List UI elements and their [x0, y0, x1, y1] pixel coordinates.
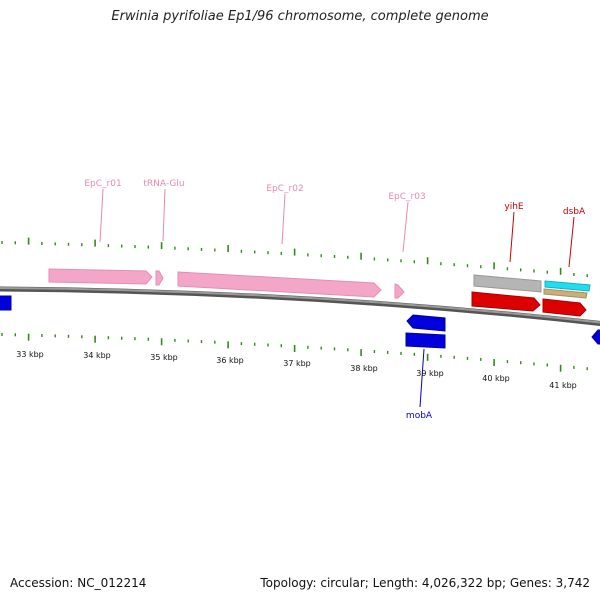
leader-line-epc-r01 — [99, 188, 104, 243]
gene-feature-right-edge-blue[interactable] — [591, 329, 600, 345]
gene-feature-moba[interactable] — [405, 332, 446, 349]
leader-line-trna-glu — [162, 188, 166, 242]
leader-line-epc-r03 — [402, 201, 409, 253]
scale-labels: 33 kbp 34 kbp 35 kbp 36 kbp 37 kbp 38 kb… — [16, 350, 577, 390]
leader-line-epc-r02 — [281, 193, 286, 245]
feature-label-epc-r02[interactable]: EpC_r02 — [266, 184, 303, 194]
rrna-feature-epc-r03[interactable] — [394, 283, 405, 299]
scale-label-39kbp: 39 kbp — [416, 369, 444, 378]
scale-label-33kbp: 33 kbp — [16, 350, 44, 359]
topology-summary-text: Topology: circular; Length: 4,026,322 bp… — [260, 576, 590, 590]
scale-label-35kbp: 35 kbp — [150, 353, 178, 362]
feature-label-moba[interactable]: mobA — [406, 411, 433, 421]
gene-feature-dsba-cyan[interactable] — [544, 280, 591, 292]
feature-label-epc-r03[interactable]: EpC_r03 — [388, 192, 425, 202]
gene-feature-yihe-gray[interactable] — [473, 274, 542, 293]
upper-scale-track — [1, 237, 588, 278]
feature-label-dsba[interactable]: dsbA — [563, 207, 586, 217]
gene-feature-yihe-red[interactable] — [471, 291, 541, 312]
scale-label-40kbp: 40 kbp — [482, 374, 510, 383]
leader-line-dsba — [568, 216, 575, 268]
gene-feature-dsba-tan[interactable] — [543, 288, 588, 299]
lower-scale-track — [1, 333, 588, 372]
rrna-feature-epc-r01[interactable] — [48, 268, 153, 285]
scale-label-36kbp: 36 kbp — [216, 356, 244, 365]
feature-label-yihe[interactable]: yihE — [504, 202, 524, 212]
chromosome-backbone — [0, 286, 600, 326]
gene-feature-moba-upper[interactable] — [406, 314, 446, 332]
leader-line-moba — [419, 348, 425, 408]
gene-feature-left-edge-blue[interactable] — [0, 295, 12, 311]
trna-feature-glu[interactable] — [155, 270, 164, 286]
leader-line-yihe — [509, 211, 515, 263]
scale-label-37kbp: 37 kbp — [283, 359, 311, 368]
gene-feature-dsba-red[interactable] — [542, 298, 587, 317]
feature-label-trna-glu[interactable]: tRNA-Glu — [143, 179, 184, 189]
accession-text: Accession: NC_012214 — [10, 576, 147, 590]
scale-label-38kbp: 38 kbp — [350, 364, 378, 373]
scale-label-34kbp: 34 kbp — [83, 351, 111, 360]
scale-label-41kbp: 41 kbp — [549, 381, 577, 390]
map-title: Erwinia pyrifoliae Ep1/96 chromosome, co… — [111, 9, 489, 24]
rrna-feature-epc-r02[interactable] — [177, 271, 382, 298]
feature-label-epc-r01[interactable]: EpC_r01 — [84, 179, 121, 189]
